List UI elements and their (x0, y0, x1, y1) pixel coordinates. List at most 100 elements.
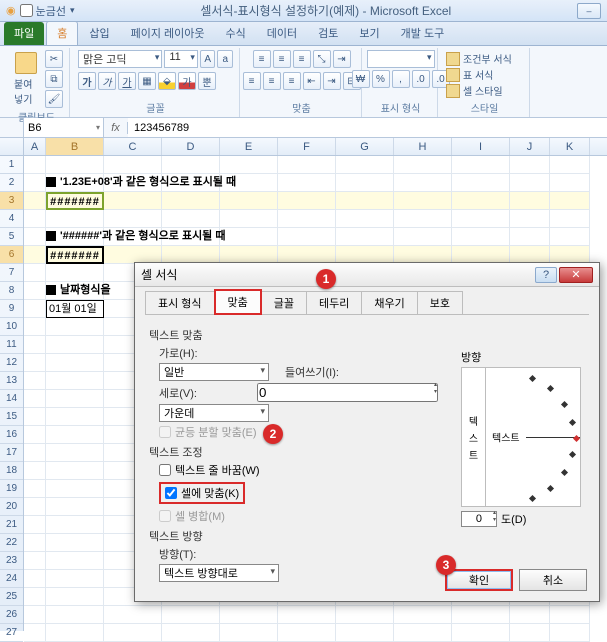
cell-B21[interactable] (46, 516, 104, 534)
orientation-button[interactable]: ⤡ (313, 50, 331, 68)
row-head-14[interactable]: 14 (0, 390, 23, 408)
dialog-tab-4[interactable]: 채우기 (361, 291, 417, 314)
cell-B6[interactable]: ####### (46, 246, 104, 264)
col-head-D[interactable]: D (162, 138, 220, 155)
cell-K4[interactable] (550, 210, 590, 228)
row-head-25[interactable]: 25 (0, 588, 23, 606)
cell-A7[interactable] (24, 264, 46, 282)
format-table-button[interactable]: 표 서식 (446, 67, 512, 82)
row-head-23[interactable]: 23 (0, 552, 23, 570)
row-head-7[interactable]: 7 (0, 264, 23, 282)
indent-spinner[interactable] (257, 383, 438, 402)
cell-D27[interactable] (162, 624, 220, 642)
name-box[interactable]: B6 (24, 118, 104, 137)
cell-A19[interactable] (24, 480, 46, 498)
align-left-button[interactable]: ≡ (243, 72, 261, 90)
cell-B14[interactable] (46, 390, 104, 408)
cell-K27[interactable] (550, 624, 590, 642)
cell-K26[interactable] (550, 606, 590, 624)
align-top-button[interactable]: ≡ (253, 50, 271, 68)
dialog-help-button[interactable]: ? (535, 267, 557, 283)
minimize-button[interactable]: – (577, 3, 601, 19)
cell-C27[interactable] (104, 624, 162, 642)
cell-I1[interactable] (452, 156, 510, 174)
cell-B27[interactable] (46, 624, 104, 642)
cell-E5[interactable] (220, 228, 278, 246)
border-button[interactable]: ▦ (138, 72, 156, 90)
cell-A4[interactable] (24, 210, 46, 228)
font-name-select[interactable]: 맑은 고딕 (78, 50, 162, 68)
cell-H4[interactable] (394, 210, 452, 228)
cell-B22[interactable] (46, 534, 104, 552)
cell-B5[interactable]: '######'과 같은 형식으로 표시될 때 (46, 228, 104, 246)
ribbon-tab-2[interactable]: 페이지 레이아웃 (121, 22, 215, 45)
row-head-16[interactable]: 16 (0, 426, 23, 444)
ribbon-tab-1[interactable]: 삽입 (79, 22, 119, 45)
cell-B8[interactable]: 날짜형식을 (46, 282, 104, 300)
align-bottom-button[interactable]: ≡ (293, 50, 311, 68)
cell-B12[interactable] (46, 354, 104, 372)
cell-K5[interactable] (550, 228, 590, 246)
cell-J5[interactable] (510, 228, 550, 246)
cell-B13[interactable] (46, 372, 104, 390)
cell-E4[interactable] (220, 210, 278, 228)
degree-spinner[interactable] (461, 511, 497, 527)
cell-A23[interactable] (24, 552, 46, 570)
cell-A12[interactable] (24, 354, 46, 372)
cell-A5[interactable] (24, 228, 46, 246)
col-head-H[interactable]: H (394, 138, 452, 155)
cell-G26[interactable] (336, 606, 394, 624)
cell-G27[interactable] (336, 624, 394, 642)
cell-F1[interactable] (278, 156, 336, 174)
cell-J4[interactable] (510, 210, 550, 228)
cell-A11[interactable] (24, 336, 46, 354)
cell-B11[interactable] (46, 336, 104, 354)
comma-button[interactable]: , (392, 70, 410, 88)
cell-H2[interactable] (394, 174, 452, 192)
ok-button[interactable]: 확인 (445, 569, 513, 591)
cell-A1[interactable] (24, 156, 46, 174)
align-center-button[interactable]: ≡ (263, 72, 281, 90)
ribbon-tab-5[interactable]: 검토 (308, 22, 348, 45)
cell-A24[interactable] (24, 570, 46, 588)
cell-F5[interactable] (278, 228, 336, 246)
cell-J27[interactable] (510, 624, 550, 642)
select-all-corner[interactable] (0, 138, 24, 156)
format-painter-button[interactable]: 🖌 (45, 90, 63, 108)
cell-H1[interactable] (394, 156, 452, 174)
cell-A9[interactable] (24, 300, 46, 318)
cell-B4[interactable] (46, 210, 104, 228)
cell-A26[interactable] (24, 606, 46, 624)
row-head-22[interactable]: 22 (0, 534, 23, 552)
cell-D3[interactable] (162, 192, 220, 210)
col-head-A[interactable]: A (24, 138, 46, 155)
row-head-11[interactable]: 11 (0, 336, 23, 354)
cell-B2[interactable]: '1.23E+08'과 같은 형식으로 표시될 때 (46, 174, 104, 192)
dialog-tab-3[interactable]: 테두리 (306, 291, 362, 314)
cell-B15[interactable] (46, 408, 104, 426)
underline-button[interactable]: 가 (118, 72, 136, 90)
cell-J1[interactable] (510, 156, 550, 174)
row-head-15[interactable]: 15 (0, 408, 23, 426)
cell-B1[interactable] (46, 156, 104, 174)
cell-E26[interactable] (220, 606, 278, 624)
cell-E1[interactable] (220, 156, 278, 174)
ribbon-tab-7[interactable]: 개발 도구 (391, 22, 455, 45)
dialog-tab-0[interactable]: 표시 형식 (145, 291, 215, 314)
orientation-dial[interactable]: 텍스트 (486, 368, 580, 506)
shrink-checkbox[interactable] (165, 487, 177, 499)
row-head-1[interactable]: 1 (0, 156, 23, 174)
cancel-button[interactable]: 취소 (519, 569, 587, 591)
cell-A8[interactable] (24, 282, 46, 300)
cell-B10[interactable] (46, 318, 104, 336)
dialog-titlebar[interactable]: 셀 서식 ? ✕ (135, 263, 599, 287)
cell-styles-button[interactable]: 셀 스타일 (446, 83, 512, 98)
col-head-I[interactable]: I (452, 138, 510, 155)
cell-B3[interactable]: ####### (46, 192, 104, 210)
col-head-B[interactable]: B (46, 138, 104, 155)
font-size-select[interactable]: 11 (164, 50, 198, 68)
cell-K1[interactable] (550, 156, 590, 174)
file-menu[interactable]: 파일 (4, 22, 44, 45)
cell-B19[interactable] (46, 480, 104, 498)
col-head-E[interactable]: E (220, 138, 278, 155)
